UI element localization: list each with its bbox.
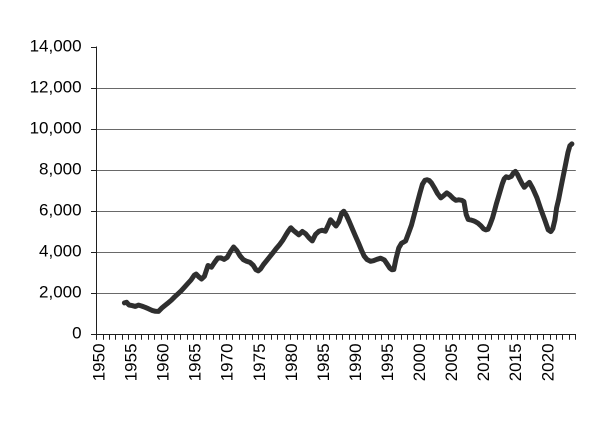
svg-text:2,000: 2,000: [39, 283, 82, 302]
svg-text:1970: 1970: [218, 343, 237, 381]
svg-text:1950: 1950: [89, 343, 108, 381]
svg-text:6,000: 6,000: [39, 201, 82, 220]
svg-text:1980: 1980: [282, 343, 301, 381]
svg-text:2010: 2010: [474, 343, 493, 381]
svg-text:0: 0: [72, 324, 81, 343]
svg-text:14,000: 14,000: [30, 37, 82, 56]
svg-text:10,000: 10,000: [30, 119, 82, 138]
svg-text:1965: 1965: [186, 343, 205, 381]
svg-text:1960: 1960: [154, 343, 173, 381]
svg-text:1995: 1995: [378, 343, 397, 381]
svg-text:12,000: 12,000: [30, 78, 82, 97]
svg-text:1985: 1985: [314, 343, 333, 381]
svg-text:1955: 1955: [122, 343, 141, 381]
svg-text:1975: 1975: [250, 343, 269, 381]
svg-text:2020: 2020: [538, 343, 557, 381]
svg-text:2000: 2000: [410, 343, 429, 381]
svg-text:4,000: 4,000: [39, 242, 82, 261]
svg-text:2015: 2015: [506, 343, 525, 381]
svg-text:2005: 2005: [442, 343, 461, 381]
svg-text:8,000: 8,000: [39, 160, 82, 179]
svg-text:1990: 1990: [346, 343, 365, 381]
